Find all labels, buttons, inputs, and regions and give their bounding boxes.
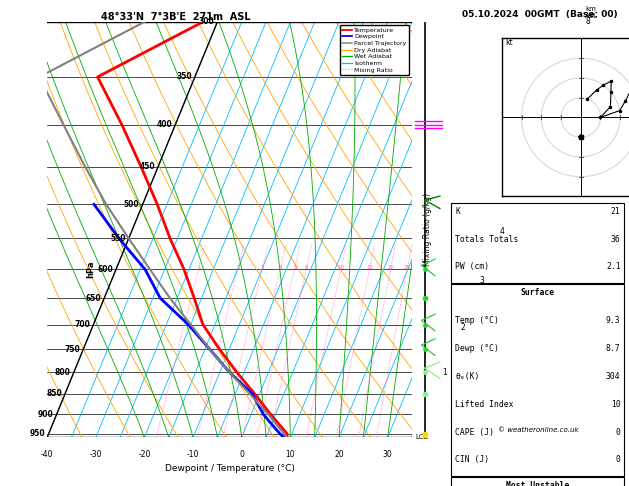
Text: 48°33'N  7°3B'E  271m  ASL: 48°33'N 7°3B'E 271m ASL — [101, 12, 251, 22]
Text: 8: 8 — [586, 17, 590, 26]
Text: 300: 300 — [199, 17, 214, 26]
Text: -20: -20 — [138, 450, 151, 459]
Text: 550: 550 — [110, 234, 126, 243]
Text: Surface: Surface — [521, 288, 555, 297]
Polygon shape — [425, 5, 442, 14]
Text: 7: 7 — [560, 79, 565, 87]
Text: PW (cm): PW (cm) — [455, 262, 489, 272]
Text: -10: -10 — [187, 450, 199, 459]
Text: 304: 304 — [606, 372, 621, 381]
Text: -30: -30 — [89, 450, 102, 459]
Text: 750: 750 — [64, 345, 80, 354]
Text: 850: 850 — [46, 389, 62, 399]
Bar — [452, 284, 624, 476]
Text: 400: 400 — [157, 120, 172, 129]
Text: Most Unstable: Most Unstable — [506, 481, 569, 486]
Text: 2: 2 — [460, 323, 465, 331]
Text: 4: 4 — [279, 264, 282, 270]
Text: 8.7: 8.7 — [606, 344, 621, 353]
Text: 36: 36 — [611, 235, 621, 243]
Text: 0: 0 — [616, 455, 621, 464]
Text: 1: 1 — [198, 264, 201, 270]
Text: 10: 10 — [611, 399, 621, 409]
Text: 1: 1 — [442, 368, 447, 377]
Text: hPa: hPa — [86, 261, 96, 278]
Text: 20: 20 — [334, 450, 344, 459]
Text: K: K — [455, 207, 460, 216]
Text: 3: 3 — [261, 264, 264, 270]
Text: km
ASL: km ASL — [586, 6, 598, 19]
Text: LCL: LCL — [415, 434, 428, 440]
Bar — [452, 203, 624, 283]
Legend: Temperature, Dewpoint, Parcel Trajectory, Dry Adiabat, Wet Adiabat, Isotherm, Mi: Temperature, Dewpoint, Parcel Trajectory… — [340, 25, 409, 75]
Text: Dewpoint / Temperature (°C): Dewpoint / Temperature (°C) — [165, 464, 294, 473]
Text: Dewp (°C): Dewp (°C) — [455, 344, 499, 353]
Text: 950: 950 — [30, 429, 45, 438]
Text: 21: 21 — [611, 207, 621, 216]
Text: Mixing Ratio (g/kg): Mixing Ratio (g/kg) — [423, 193, 432, 266]
Text: 800: 800 — [55, 368, 70, 377]
Text: 25: 25 — [404, 264, 411, 270]
Text: CAPE (J): CAPE (J) — [455, 428, 494, 436]
Text: 4: 4 — [499, 227, 504, 236]
Text: 5: 5 — [293, 264, 297, 270]
Text: 0: 0 — [239, 450, 244, 459]
Text: 500: 500 — [124, 200, 140, 209]
Text: 900: 900 — [38, 410, 53, 419]
Text: Temp (°C): Temp (°C) — [455, 316, 499, 325]
Text: Lifted Index: Lifted Index — [455, 399, 513, 409]
Text: 10: 10 — [338, 264, 345, 270]
Text: θₑ(K): θₑ(K) — [455, 372, 479, 381]
Text: © weatheronline.co.uk: © weatheronline.co.uk — [498, 427, 578, 433]
Text: 2.1: 2.1 — [606, 262, 621, 272]
Text: 30: 30 — [383, 450, 392, 459]
Text: 10: 10 — [286, 450, 295, 459]
Text: 3: 3 — [479, 276, 484, 285]
Text: 9.3: 9.3 — [606, 316, 621, 325]
Text: kt: kt — [505, 38, 513, 47]
Text: 0: 0 — [616, 428, 621, 436]
Text: 5: 5 — [520, 178, 525, 187]
Text: 20: 20 — [387, 264, 394, 270]
Text: 700: 700 — [74, 320, 90, 329]
Bar — [452, 477, 624, 486]
Text: 600: 600 — [97, 265, 113, 274]
Text: 650: 650 — [86, 294, 101, 303]
Text: 350: 350 — [176, 72, 192, 82]
Text: 05.10.2024  00GMT  (Base: 00): 05.10.2024 00GMT (Base: 00) — [462, 10, 617, 19]
Text: 15: 15 — [367, 264, 374, 270]
Text: Totals Totals: Totals Totals — [455, 235, 518, 243]
Text: 6: 6 — [539, 131, 544, 139]
Text: CIN (J): CIN (J) — [455, 455, 489, 464]
Text: -40: -40 — [41, 450, 53, 459]
Text: 6: 6 — [305, 264, 309, 270]
Text: 2: 2 — [237, 264, 240, 270]
Text: 450: 450 — [139, 162, 155, 171]
